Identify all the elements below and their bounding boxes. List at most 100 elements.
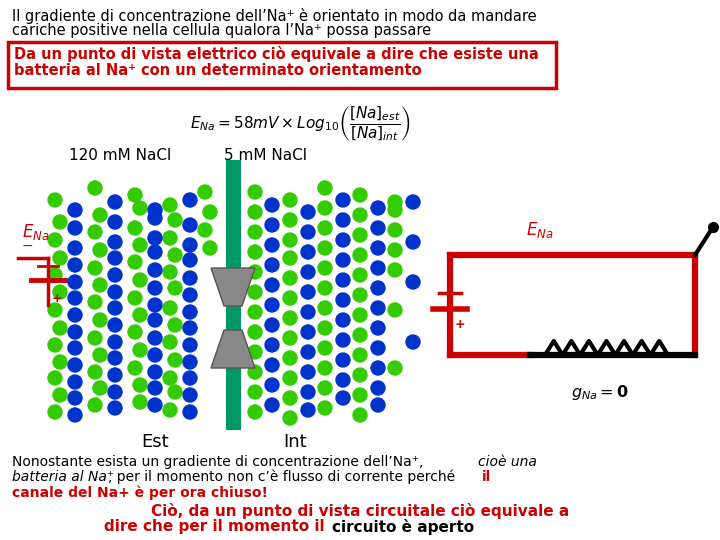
Circle shape [108, 318, 122, 332]
Circle shape [53, 388, 67, 402]
Circle shape [371, 398, 385, 412]
Circle shape [283, 291, 297, 305]
Circle shape [68, 291, 82, 305]
Circle shape [353, 408, 367, 422]
Circle shape [301, 205, 315, 219]
Circle shape [108, 301, 122, 315]
Circle shape [88, 295, 102, 309]
Circle shape [336, 391, 350, 405]
Circle shape [133, 238, 147, 252]
Text: −: − [22, 239, 34, 253]
Circle shape [108, 385, 122, 399]
Circle shape [53, 355, 67, 369]
Circle shape [371, 261, 385, 275]
Circle shape [283, 331, 297, 345]
Circle shape [108, 195, 122, 209]
Circle shape [318, 401, 332, 415]
Circle shape [283, 193, 297, 207]
Circle shape [371, 281, 385, 295]
Circle shape [183, 305, 197, 319]
Circle shape [248, 185, 262, 199]
Circle shape [128, 291, 142, 305]
Circle shape [353, 348, 367, 362]
Circle shape [265, 318, 279, 332]
Circle shape [203, 241, 217, 255]
Circle shape [318, 301, 332, 315]
Circle shape [93, 381, 107, 395]
Circle shape [336, 273, 350, 287]
Circle shape [133, 201, 147, 215]
Circle shape [148, 398, 162, 412]
Text: 120 mM NaCl: 120 mM NaCl [69, 148, 171, 163]
Circle shape [388, 243, 402, 257]
Circle shape [108, 368, 122, 382]
Circle shape [388, 263, 402, 277]
Circle shape [336, 233, 350, 247]
Circle shape [353, 188, 367, 202]
Circle shape [53, 215, 67, 229]
Circle shape [283, 311, 297, 325]
Circle shape [336, 193, 350, 207]
Circle shape [183, 238, 197, 252]
Circle shape [265, 338, 279, 352]
Circle shape [388, 195, 402, 209]
Circle shape [148, 231, 162, 245]
Circle shape [318, 261, 332, 275]
Circle shape [48, 338, 62, 352]
Circle shape [108, 251, 122, 265]
Circle shape [148, 365, 162, 379]
Circle shape [93, 208, 107, 222]
Polygon shape [211, 268, 255, 306]
Circle shape [148, 281, 162, 295]
Circle shape [371, 221, 385, 235]
Circle shape [248, 245, 262, 259]
Circle shape [283, 411, 297, 425]
Circle shape [336, 313, 350, 327]
Text: , per il momento non c’è flusso di corrente perché: , per il momento non c’è flusso di corre… [108, 470, 459, 484]
Circle shape [68, 203, 82, 217]
Circle shape [388, 361, 402, 375]
Circle shape [163, 403, 177, 417]
Text: batteria al Na⁺: batteria al Na⁺ [12, 470, 114, 484]
Text: Nonostante esista un gradiente di concentrazione dell’Na⁺,: Nonostante esista un gradiente di concen… [12, 455, 428, 469]
Circle shape [168, 385, 182, 399]
Circle shape [93, 278, 107, 292]
Circle shape [371, 201, 385, 215]
Circle shape [371, 241, 385, 255]
Circle shape [163, 265, 177, 279]
Circle shape [148, 203, 162, 217]
Circle shape [48, 268, 62, 282]
Circle shape [148, 298, 162, 312]
Circle shape [148, 211, 162, 225]
Text: $E_{Na}$: $E_{Na}$ [526, 220, 554, 240]
Text: cariche positive nella cellula qualora l’Na⁺ possa passare: cariche positive nella cellula qualora l… [12, 23, 431, 38]
Circle shape [163, 301, 177, 315]
Text: $g_{Na} = \mathbf{0}$: $g_{Na} = \mathbf{0}$ [571, 383, 629, 402]
Circle shape [265, 378, 279, 392]
Text: dire che per il momento il: dire che per il momento il [104, 519, 330, 534]
Circle shape [248, 345, 262, 359]
Circle shape [301, 385, 315, 399]
Circle shape [183, 388, 197, 402]
Circle shape [371, 361, 385, 375]
Circle shape [133, 378, 147, 392]
Circle shape [108, 268, 122, 282]
Circle shape [301, 245, 315, 259]
Circle shape [108, 235, 122, 249]
Circle shape [318, 181, 332, 195]
Circle shape [353, 268, 367, 282]
Circle shape [301, 325, 315, 339]
Circle shape [406, 195, 420, 209]
Circle shape [265, 218, 279, 232]
Circle shape [148, 245, 162, 259]
Circle shape [248, 205, 262, 219]
Circle shape [53, 285, 67, 299]
Circle shape [108, 401, 122, 415]
Circle shape [283, 251, 297, 265]
Circle shape [88, 365, 102, 379]
Circle shape [318, 381, 332, 395]
Circle shape [88, 398, 102, 412]
Circle shape [198, 223, 212, 237]
Circle shape [68, 325, 82, 339]
Circle shape [265, 258, 279, 272]
